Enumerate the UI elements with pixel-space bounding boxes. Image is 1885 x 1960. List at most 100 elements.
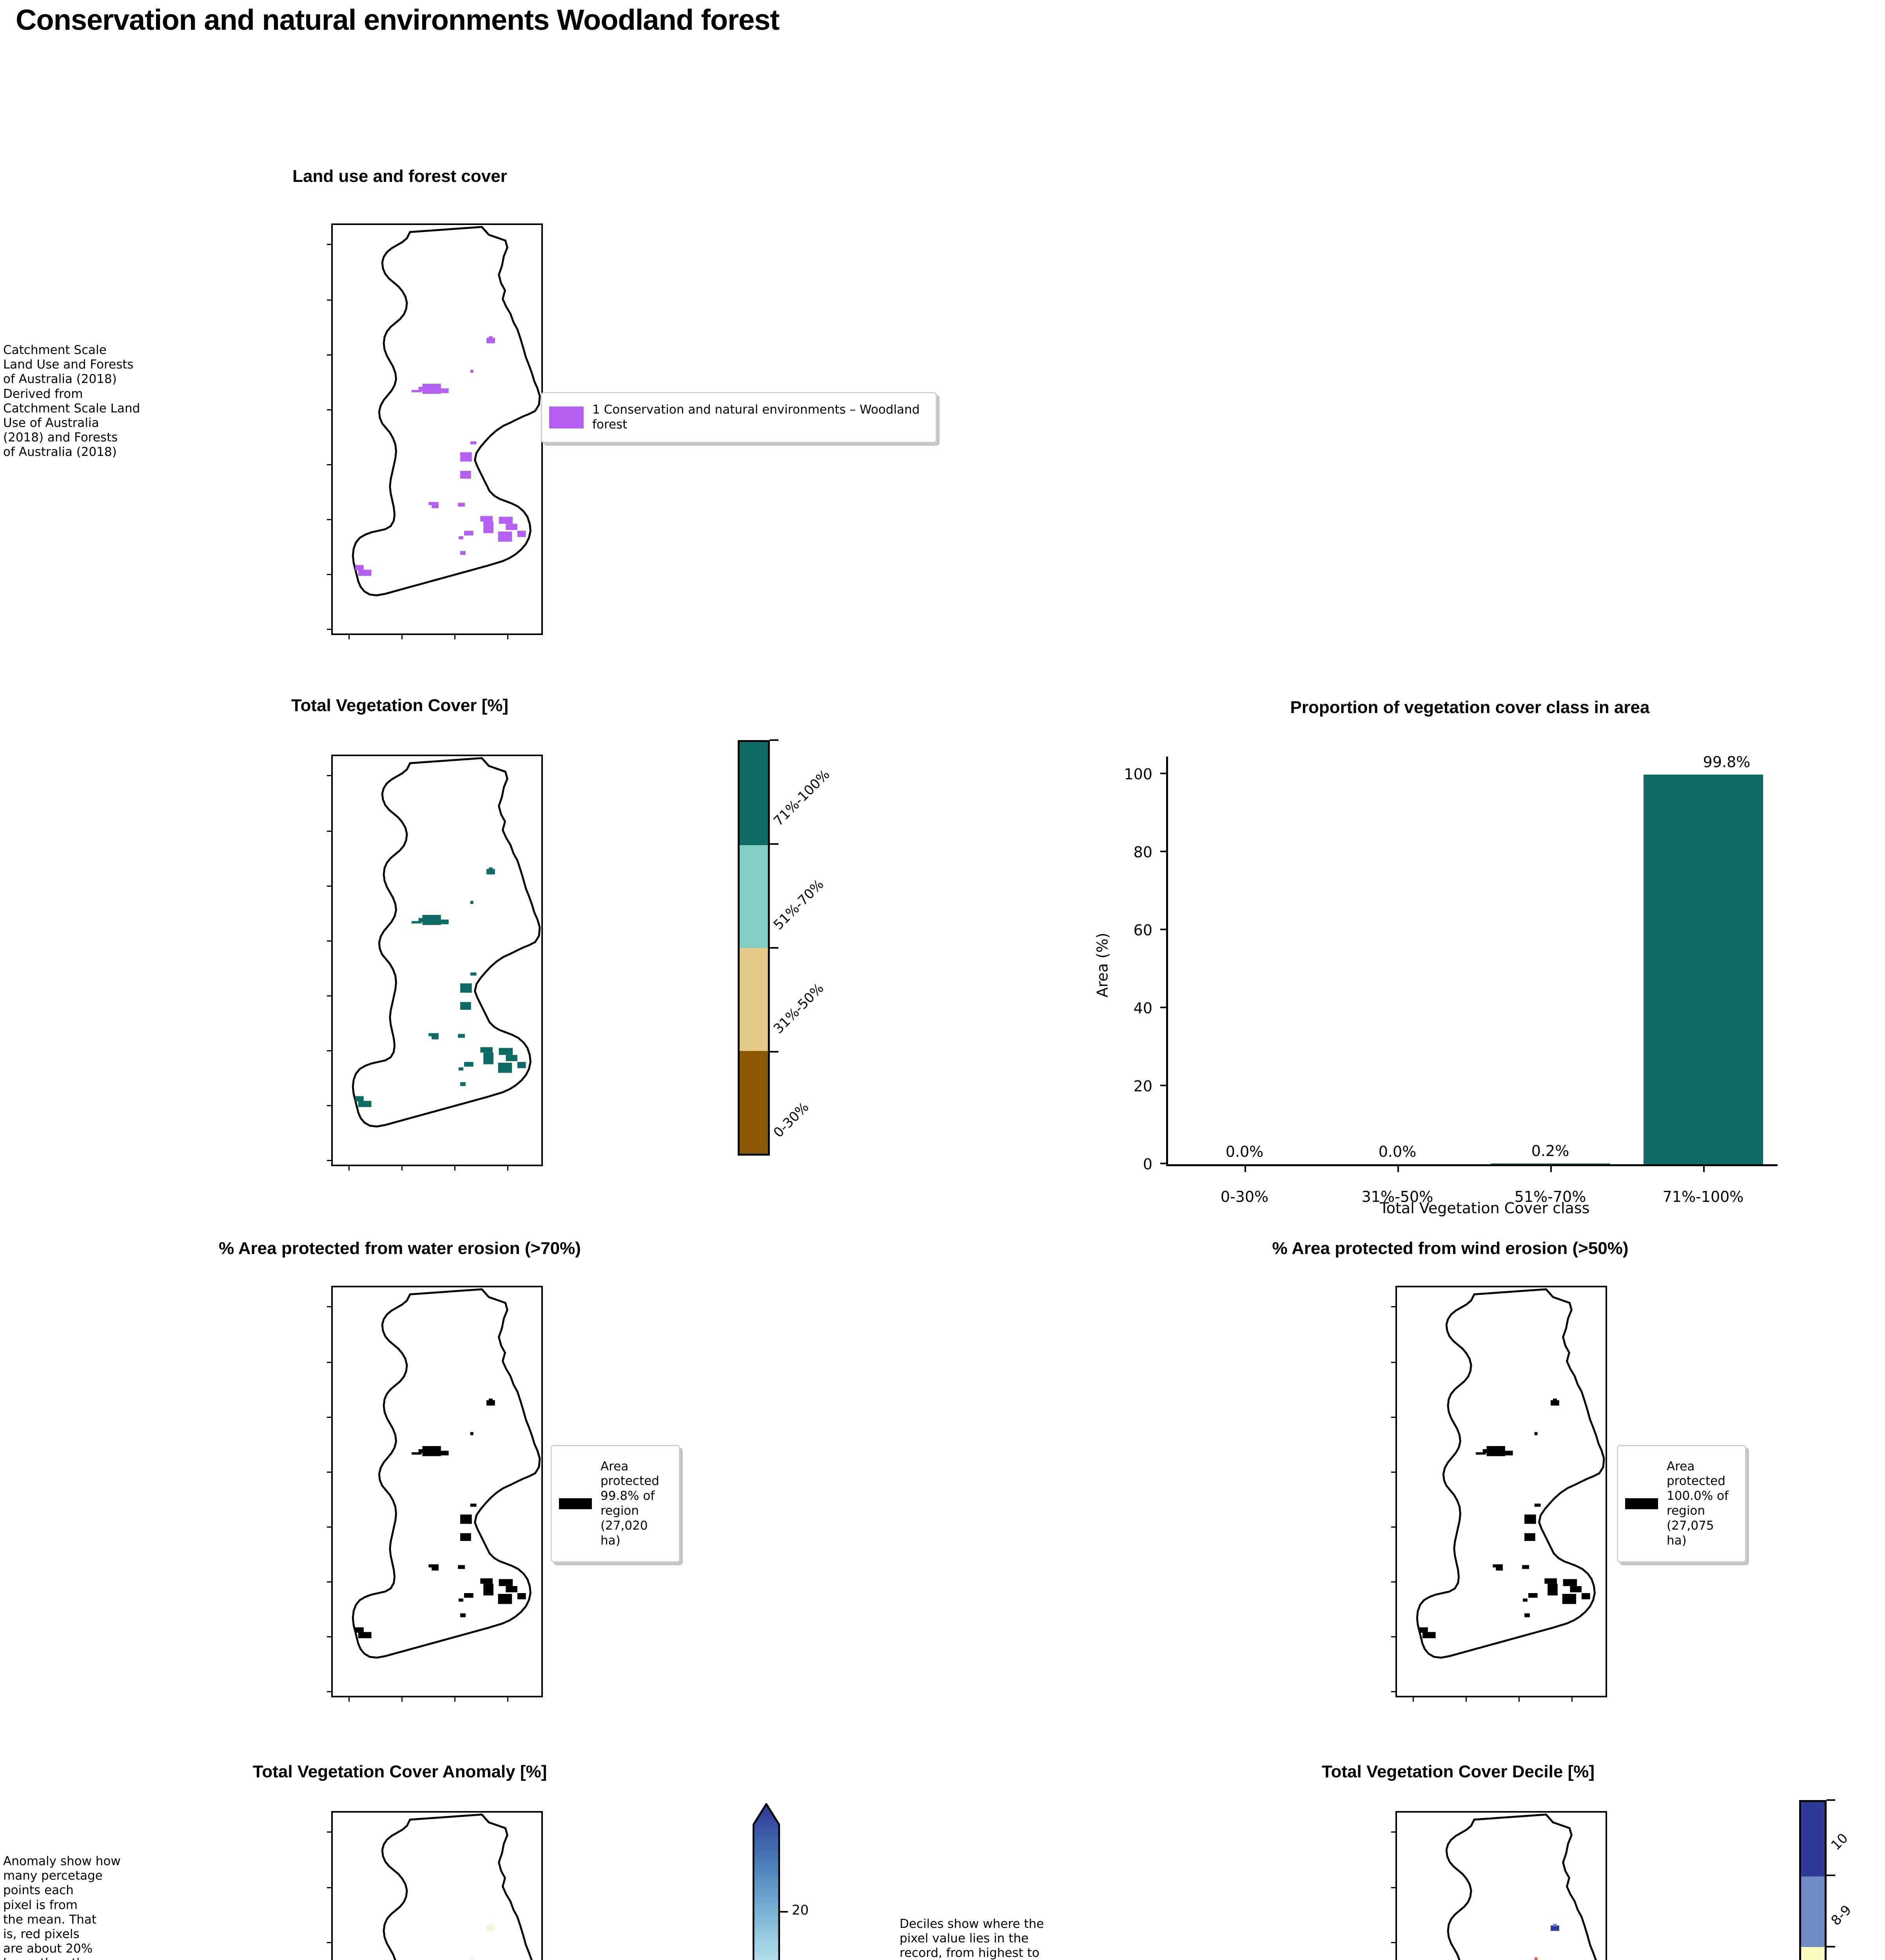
water-erosion-map[interactable] — [327, 1286, 543, 1702]
axis-tick — [348, 1696, 350, 1702]
axis-tick — [1391, 1417, 1397, 1418]
bar-value-label: 0.0% — [1225, 1143, 1264, 1160]
anomaly-pixels — [470, 1924, 495, 1960]
vegcover-map[interactable] — [327, 755, 543, 1171]
axis-tick — [327, 354, 333, 356]
vegcover-class-pixels — [355, 867, 526, 1107]
anomaly-colorbar-label-20: 20 — [792, 1902, 809, 1918]
water-erosion-legend-swatch — [559, 1498, 592, 1509]
vegcover-colorbar-segment-51-70 — [740, 845, 768, 948]
wind-erosion-legend-swatch — [1625, 1498, 1658, 1509]
axis-tick — [327, 1831, 333, 1833]
decile-panel-title: Total Vegetation Cover Decile [%] — [1321, 1762, 1595, 1781]
bar-value-label: 99.8% — [1703, 753, 1751, 771]
axis-tick — [327, 629, 333, 630]
x-tick-label: 71%-100% — [1662, 1188, 1744, 1205]
wind-erosion-legend[interactable]: Area protected 100.0% of region (27,075 … — [1617, 1445, 1746, 1563]
barchart-title: Proportion of vegetation cover class in … — [1290, 698, 1650, 717]
colorbar-tick — [770, 1051, 778, 1053]
water-erosion-protected-pixels — [355, 1398, 526, 1639]
decile-colorbar-label-8-9: 8-9 — [1828, 1902, 1855, 1929]
decile-map-svg — [1445, 1813, 1597, 1960]
anomaly-panel-title: Total Vegetation Cover Anomaly [%] — [252, 1762, 547, 1781]
landuse-legend-label: 1 Conservation and natural environments … — [592, 403, 920, 432]
vegcover-colorbar-label-0-30: 0-30% — [770, 1099, 812, 1141]
axis-tick — [401, 1696, 403, 1702]
water-erosion-panel-title: % Area protected from water erosion (>70… — [219, 1239, 581, 1258]
vegcover-panel-title: Total Vegetation Cover [%] — [291, 696, 509, 715]
wind-erosion-legend-text: Area protected 100.0% of region (27,075 … — [1667, 1459, 1729, 1548]
axis-tick — [327, 1417, 333, 1418]
axis-tick — [454, 1165, 455, 1171]
axis-tick — [327, 1887, 333, 1888]
water-erosion-legend-text: Area protected 99.8% of region (27,020 h… — [601, 1459, 659, 1548]
vegcover-colorbar-label-31-50: 31%-50% — [770, 980, 827, 1037]
vegcover-colorbar[interactable] — [738, 740, 770, 1156]
axis-tick — [327, 1160, 333, 1161]
axis-tick — [327, 1581, 333, 1583]
bar-51-70[interactable] — [1491, 1163, 1610, 1164]
vegcover-map-svg — [352, 757, 541, 1128]
axis-tick — [401, 1165, 403, 1171]
axis-tick — [327, 409, 333, 410]
axis-tick — [327, 519, 333, 520]
axis-tick — [1391, 1526, 1397, 1528]
vegcover-colorbar-segment-0-30 — [740, 1051, 768, 1154]
axis-tick — [327, 1942, 333, 1943]
decile-colorbar[interactable] — [1799, 1800, 1827, 1960]
axis-tick — [348, 1165, 350, 1171]
axis-tick — [327, 1636, 333, 1637]
bar-value-label: 0.0% — [1378, 1143, 1417, 1160]
axis-tick — [454, 1696, 455, 1702]
x-tick-label: 51%-70% — [1514, 1188, 1586, 1205]
landuse-legend[interactable]: 1 Conservation and natural environments … — [541, 392, 937, 443]
axis-tick — [1413, 1696, 1414, 1702]
axis-tick — [1391, 1887, 1397, 1888]
axis-tick — [1571, 1696, 1573, 1702]
vegcover-colorbar-label-71-100: 71%-100% — [770, 766, 833, 829]
axis-tick — [327, 299, 333, 301]
colorbar-tick — [1827, 1946, 1835, 1947]
decile-map[interactable] — [1391, 1811, 1607, 1960]
x-axis-tick — [1550, 1164, 1552, 1172]
y-tick-label: 100 — [1124, 766, 1152, 783]
axis-tick — [327, 1526, 333, 1528]
landuse-class-pixels — [355, 336, 526, 576]
colorbar-tick — [779, 1911, 788, 1913]
barchart-xlabel: Total Vegetation Cover class — [1380, 1200, 1590, 1217]
axis-tick — [507, 1165, 508, 1171]
axis-tick — [327, 574, 333, 575]
decile-sidenote: Deciles show where the pixel value lies … — [900, 1917, 1044, 1960]
colorbar-tick — [770, 843, 778, 845]
wind-erosion-map[interactable] — [1391, 1286, 1607, 1702]
x-axis-tick — [1703, 1164, 1705, 1172]
y-tick-label: 80 — [1133, 844, 1152, 861]
anomaly-map[interactable] — [327, 1811, 543, 1960]
anomaly-colorbar[interactable] — [752, 1802, 780, 1960]
decile-colorbar-segment-8-9 — [1801, 1877, 1825, 1947]
vegcover-colorbar-segment-31-50 — [740, 948, 768, 1051]
barchart-ylabel: Area (%) — [1094, 933, 1111, 998]
barchart-plot-area[interactable]: 0 20 40 60 80 100 0-30% 31%-50% 51%-70% … — [1124, 753, 1778, 1205]
decile-colorbar-label-10: 10 — [1828, 1830, 1851, 1853]
landuse-legend-swatch — [549, 407, 584, 428]
anomaly-colorbar-svg — [752, 1802, 780, 1960]
colorbar-tick — [770, 739, 778, 741]
axis-tick — [1391, 1581, 1397, 1583]
axis-tick — [1519, 1696, 1520, 1702]
water-erosion-legend[interactable]: Area protected 99.8% of region (27,020 h… — [551, 1445, 680, 1563]
colorbar-tick — [1827, 1875, 1835, 1876]
bar-71-100[interactable] — [1644, 775, 1763, 1164]
landuse-map-svg — [352, 226, 541, 597]
anomaly-map-svg — [381, 1813, 533, 1960]
axis-tick — [348, 633, 350, 639]
y-axis-tick — [1160, 929, 1168, 930]
y-tick-label: 20 — [1133, 1078, 1152, 1095]
y-axis-tick — [1160, 1007, 1168, 1008]
axis-tick — [507, 1696, 508, 1702]
axis-tick — [327, 464, 333, 465]
axis-tick — [1391, 1306, 1397, 1307]
landuse-map[interactable] — [327, 223, 543, 639]
axis-tick — [1466, 1696, 1467, 1702]
wind-erosion-map-svg — [1416, 1288, 1605, 1659]
